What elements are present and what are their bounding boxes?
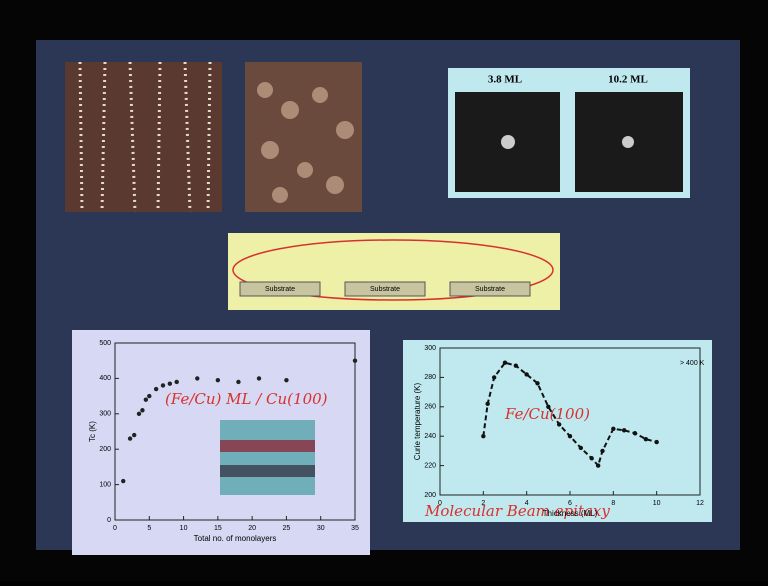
data-point bbox=[175, 380, 179, 384]
y-tick-label: 400 bbox=[99, 375, 111, 382]
data-point bbox=[154, 387, 158, 391]
x-tick-label: 0 bbox=[438, 500, 442, 507]
x-tick-label: 20 bbox=[248, 525, 256, 532]
y-tick-label: 240 bbox=[424, 433, 436, 440]
data-point bbox=[195, 376, 199, 380]
data-point bbox=[147, 394, 151, 398]
beam-stop bbox=[501, 135, 515, 149]
y-tick-label: 200 bbox=[424, 492, 436, 499]
slide-frame: 3.8 ML 10.2 ML Substrate Substrate Subst… bbox=[0, 0, 768, 581]
data-point bbox=[492, 375, 496, 379]
data-point bbox=[600, 449, 604, 453]
data-point bbox=[216, 378, 220, 382]
data-point bbox=[524, 372, 528, 376]
y-axis-label: Tc (K) bbox=[88, 421, 97, 442]
handwritten-note: (Fe/Cu) ML / Cu(100) bbox=[165, 390, 328, 408]
x-tick-label: 0 bbox=[113, 525, 117, 532]
data-point bbox=[535, 381, 539, 385]
data-point bbox=[144, 397, 148, 401]
data-point bbox=[168, 382, 172, 386]
x-tick-label: 2 bbox=[481, 500, 485, 507]
annotation: > 400 K bbox=[680, 360, 705, 367]
y-tick-label: 300 bbox=[99, 411, 111, 418]
page: 3.8 ML 10.2 ML Substrate Substrate Subst… bbox=[0, 0, 768, 586]
x-tick-label: 10 bbox=[180, 525, 188, 532]
data-point bbox=[503, 361, 507, 365]
data-point bbox=[622, 428, 626, 432]
data-point bbox=[132, 433, 136, 437]
x-tick-label: 5 bbox=[147, 525, 151, 532]
substrate-label: Substrate bbox=[370, 286, 400, 293]
beam-stop bbox=[622, 136, 634, 148]
x-tick-label: 12 bbox=[696, 500, 704, 507]
data-point bbox=[257, 376, 261, 380]
x-axis-label: Total no. of monolayers bbox=[194, 534, 277, 543]
data-point bbox=[633, 431, 637, 435]
lattice-model bbox=[220, 420, 315, 495]
data-point bbox=[236, 380, 240, 384]
data-point bbox=[611, 427, 615, 431]
data-point bbox=[589, 456, 593, 460]
x-tick-label: 4 bbox=[525, 500, 529, 507]
data-point bbox=[140, 408, 144, 412]
x-tick-label: 25 bbox=[283, 525, 291, 532]
x-tick-label: 6 bbox=[568, 500, 572, 507]
data-point bbox=[121, 479, 125, 483]
growth-panel bbox=[228, 233, 560, 310]
data-point bbox=[596, 463, 600, 467]
data-point bbox=[284, 378, 288, 382]
data-point bbox=[161, 383, 165, 387]
data-point bbox=[485, 402, 489, 406]
x-tick-label: 30 bbox=[317, 525, 325, 532]
data-point bbox=[481, 434, 485, 438]
data-point bbox=[557, 422, 561, 426]
data-point bbox=[644, 437, 648, 441]
data-point bbox=[514, 363, 518, 367]
x-tick-label: 10 bbox=[653, 500, 661, 507]
diffraction-label: 10.2 ML bbox=[608, 74, 648, 86]
y-tick-label: 0 bbox=[107, 517, 111, 524]
y-axis-label: Curie temperature (K) bbox=[413, 382, 422, 460]
substrate-label: Substrate bbox=[265, 286, 295, 293]
diffraction-label: 3.8 ML bbox=[488, 74, 522, 86]
x-tick-label: 8 bbox=[611, 500, 615, 507]
substrate-label: Substrate bbox=[475, 286, 505, 293]
data-point bbox=[353, 359, 357, 363]
x-tick-label: 15 bbox=[214, 525, 222, 532]
y-tick-label: 200 bbox=[99, 446, 111, 453]
data-point bbox=[579, 446, 583, 450]
y-tick-label: 300 bbox=[424, 345, 436, 352]
x-tick-label: 35 bbox=[351, 525, 359, 532]
data-point bbox=[128, 436, 132, 440]
data-point bbox=[546, 405, 550, 409]
data-point bbox=[568, 434, 572, 438]
data-point bbox=[654, 440, 658, 444]
y-tick-label: 500 bbox=[99, 340, 111, 347]
y-tick-label: 220 bbox=[424, 462, 436, 469]
y-tick-label: 280 bbox=[424, 374, 436, 381]
data-point bbox=[137, 412, 141, 416]
x-axis-label: Thickness (ML) bbox=[543, 509, 598, 518]
stm-image bbox=[65, 62, 222, 212]
y-tick-label: 100 bbox=[99, 481, 111, 488]
y-tick-label: 260 bbox=[424, 404, 436, 411]
